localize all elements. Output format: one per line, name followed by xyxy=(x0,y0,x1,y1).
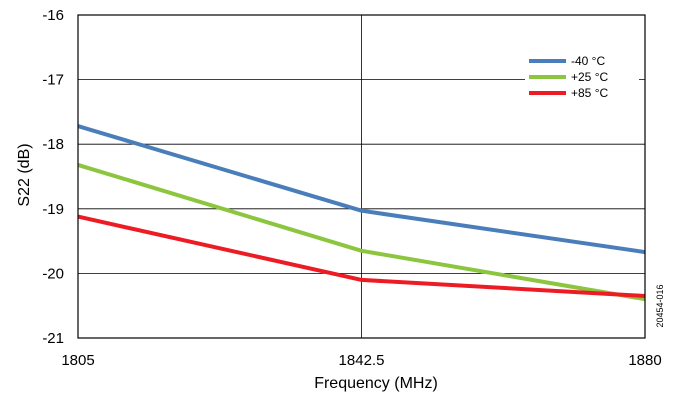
figure-id: 20454-016 xyxy=(655,284,665,327)
x-axis-title: Frequency (MHz) xyxy=(314,375,438,392)
y-tick-label: -19 xyxy=(42,201,64,218)
plot-frame xyxy=(77,14,646,339)
y-tick-label: -18 xyxy=(42,136,64,153)
legend-bg xyxy=(525,86,639,100)
x-tick-label: 1805 xyxy=(61,352,94,369)
legend-bg xyxy=(525,54,639,68)
legend: -40 °C +25 °C +85 °C xyxy=(525,54,639,100)
y-tick-label: -21 xyxy=(42,330,64,347)
y-tick-label: -16 xyxy=(42,7,64,24)
legend-label-1: +25 °C xyxy=(571,70,608,84)
series-line-2 xyxy=(77,214,646,298)
x-tick-label: 1842.5 xyxy=(339,352,385,369)
y-tick-label: -20 xyxy=(42,265,64,282)
x-tick-labels: 1805 1842.5 1880 xyxy=(61,352,661,369)
series-line-0 xyxy=(77,124,646,255)
x-tick-label: 1880 xyxy=(628,352,661,369)
legend-label-0: -40 °C xyxy=(571,54,605,68)
series-layer xyxy=(77,124,646,302)
legend-bg xyxy=(525,70,639,84)
y-axis-title: S22 (dB) xyxy=(16,143,33,206)
y-tick-label: -17 xyxy=(42,72,64,89)
series-line-1 xyxy=(77,162,646,302)
legend-label-2: +85 °C xyxy=(571,86,608,100)
y-tick-labels: -16 -17 -18 -19 -20 -21 xyxy=(42,7,64,347)
